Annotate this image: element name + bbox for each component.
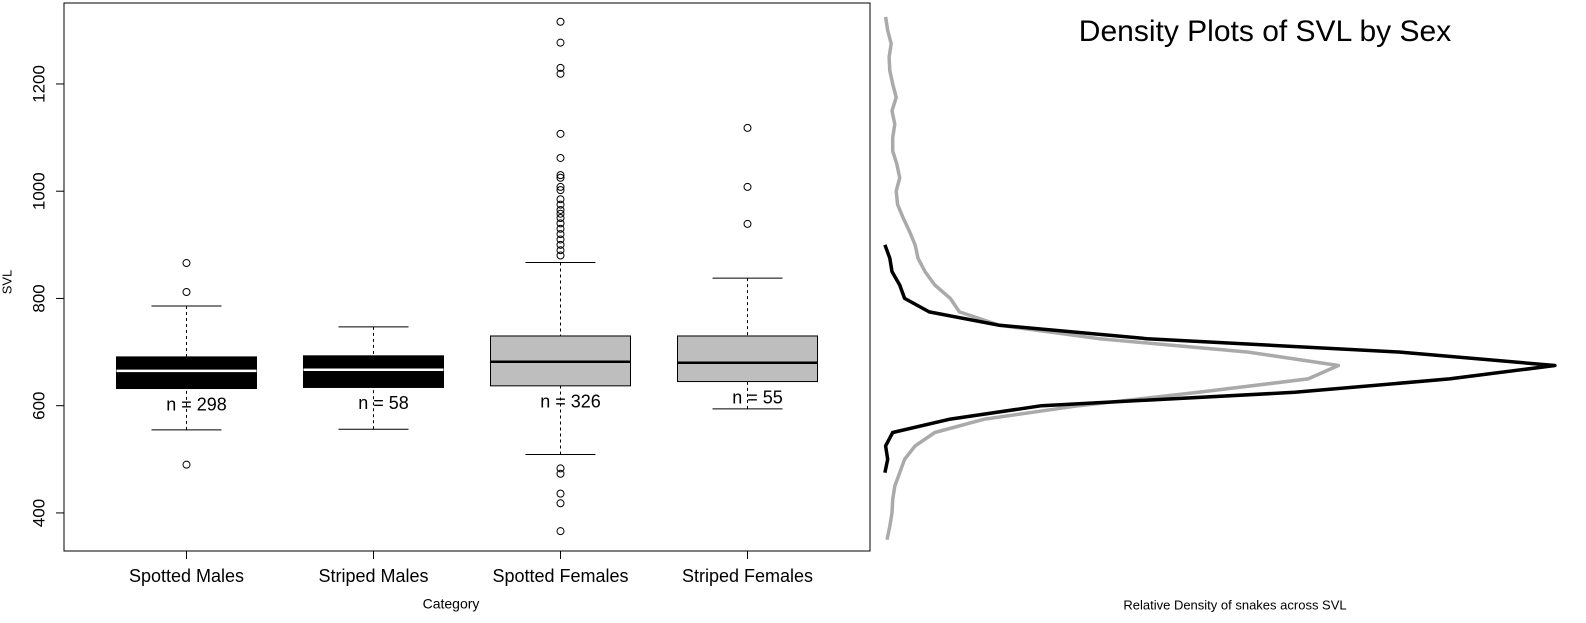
outlier bbox=[556, 240, 565, 249]
outlier bbox=[556, 153, 565, 162]
outlier bbox=[556, 251, 565, 260]
x-tick-label: Striped Males bbox=[318, 566, 428, 586]
outlier bbox=[556, 224, 565, 233]
y-tick-label: 400 bbox=[29, 499, 48, 527]
x-axis-label: Relative Density of snakes across SVL bbox=[1123, 597, 1346, 612]
outlier bbox=[556, 214, 565, 223]
n-label: n = 58 bbox=[358, 393, 409, 413]
outlier bbox=[556, 246, 565, 255]
outlier bbox=[556, 219, 565, 228]
x-tick-label: Striped Females bbox=[682, 566, 813, 586]
outlier bbox=[743, 123, 752, 132]
outlier bbox=[556, 230, 565, 239]
box bbox=[115, 356, 257, 390]
outlier bbox=[182, 259, 191, 268]
outlier bbox=[556, 173, 565, 182]
density-line bbox=[883, 244, 1557, 474]
outlier bbox=[182, 460, 191, 469]
outlier bbox=[556, 464, 565, 473]
x-tick-label: Spotted Females bbox=[492, 566, 628, 586]
box bbox=[302, 355, 444, 388]
y-tick-label: 600 bbox=[29, 392, 48, 420]
y-tick-label: 800 bbox=[29, 284, 48, 312]
x-tick-label: Spotted Males bbox=[129, 566, 244, 586]
y-axis-label: SVL bbox=[0, 270, 14, 295]
outlier bbox=[556, 527, 565, 536]
y-tick-label: 1200 bbox=[29, 65, 48, 103]
outlier bbox=[556, 499, 565, 508]
outlier bbox=[743, 219, 752, 228]
outlier bbox=[556, 38, 565, 47]
outlier bbox=[556, 171, 565, 180]
outlier bbox=[556, 200, 565, 209]
outlier bbox=[556, 489, 565, 498]
outlier bbox=[556, 17, 565, 26]
outlier bbox=[556, 209, 565, 218]
outlier bbox=[556, 129, 565, 138]
outlier bbox=[556, 63, 565, 72]
outlier bbox=[556, 69, 565, 78]
outlier bbox=[182, 288, 191, 297]
outlier bbox=[556, 195, 565, 204]
outlier bbox=[556, 235, 565, 244]
outlier bbox=[556, 186, 565, 195]
chart-title: Density Plots of SVL by Sex bbox=[1079, 15, 1451, 48]
box bbox=[677, 335, 819, 383]
outlier bbox=[743, 182, 752, 191]
x-axis-label: Category bbox=[423, 596, 480, 612]
n-label: n = 326 bbox=[540, 392, 601, 412]
outlier bbox=[556, 205, 565, 214]
outlier bbox=[556, 469, 565, 478]
outlier bbox=[556, 182, 565, 191]
n-label: n = 298 bbox=[166, 394, 227, 414]
y-tick-label: 1000 bbox=[29, 172, 48, 210]
density-line bbox=[883, 16, 1341, 541]
n-label: n = 55 bbox=[732, 387, 783, 407]
plot-frame bbox=[63, 2, 871, 552]
